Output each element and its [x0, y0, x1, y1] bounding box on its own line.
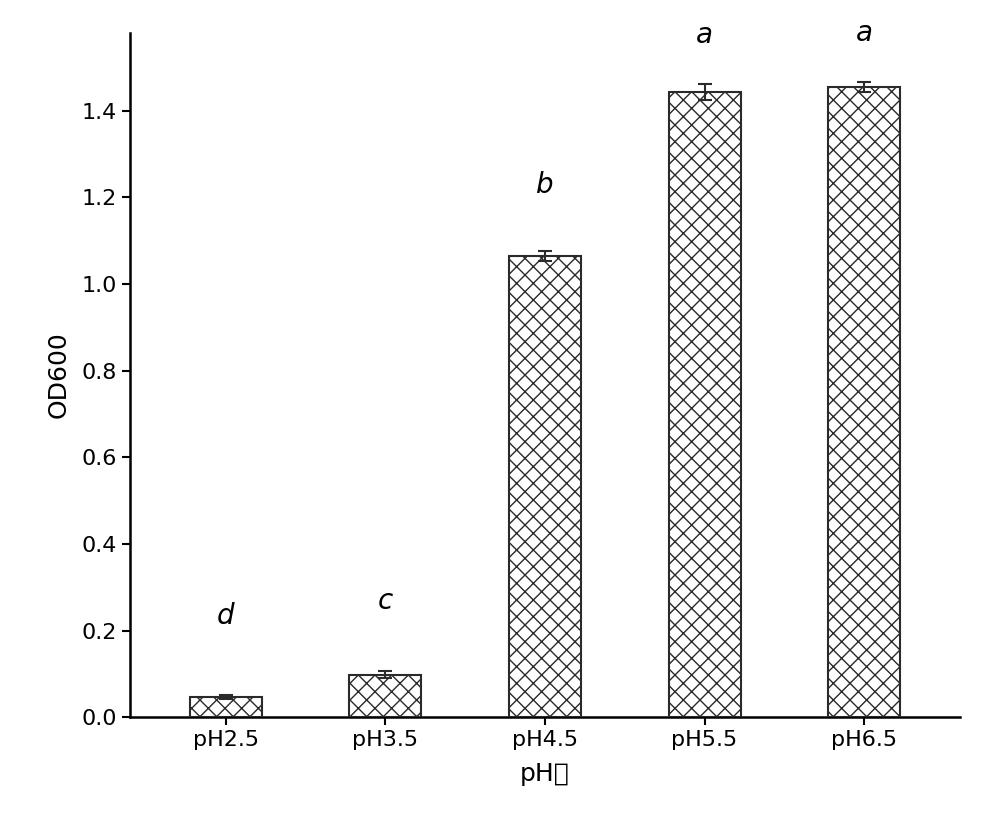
Bar — [509, 256, 581, 717]
Text: a: a — [856, 19, 873, 47]
Bar — [828, 86, 900, 717]
Text: a: a — [696, 21, 713, 50]
Bar — [669, 92, 741, 717]
Text: b: b — [536, 170, 554, 199]
Bar — [190, 697, 262, 717]
Text: c: c — [378, 587, 393, 615]
Y-axis label: OD600: OD600 — [46, 332, 70, 418]
Text: d: d — [217, 601, 235, 630]
X-axis label: pH値: pH値 — [520, 761, 570, 786]
Bar — [349, 675, 421, 717]
